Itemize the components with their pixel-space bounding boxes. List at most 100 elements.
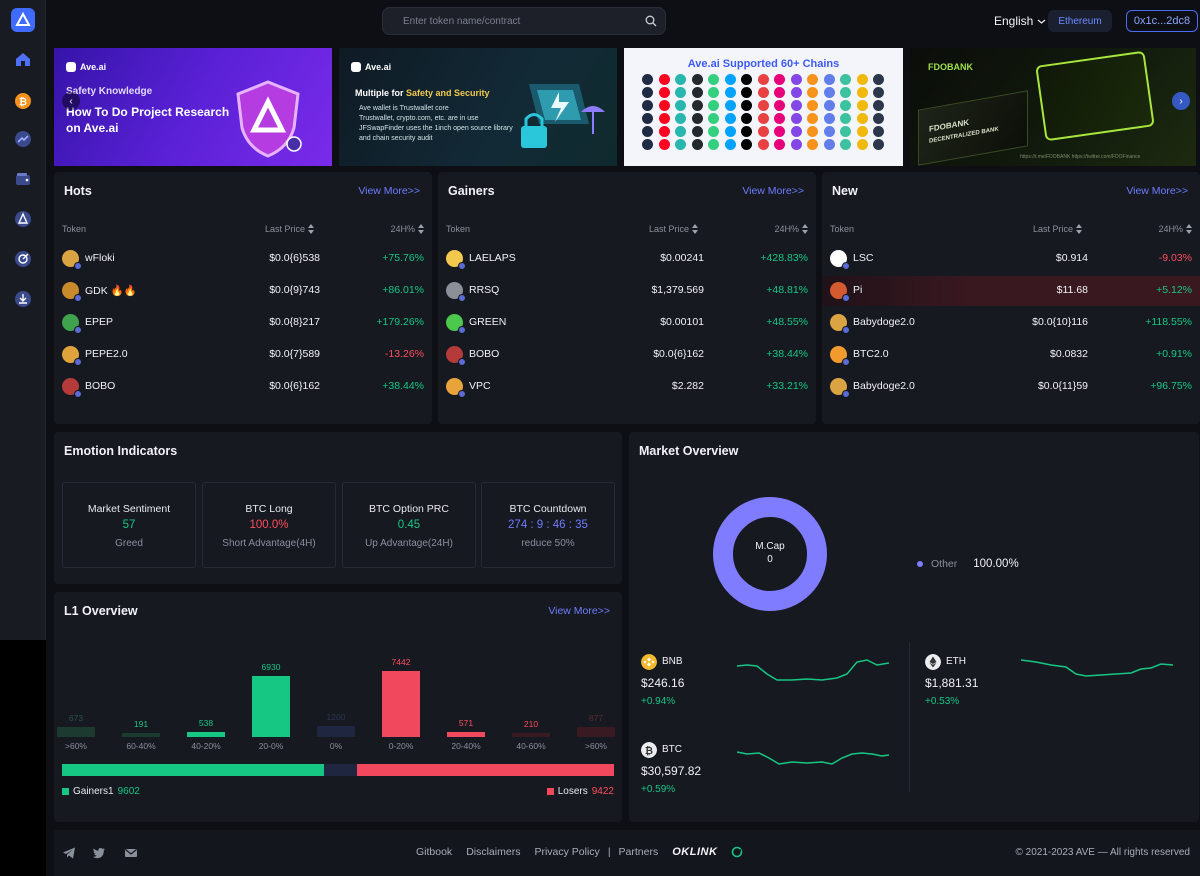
chart-bar[interactable] [382, 671, 420, 737]
coin-eth[interactable]: ETH $1,881.31 +0.53% [925, 654, 1185, 724]
sort-icon [1076, 224, 1082, 234]
bar-value-label: 538 [198, 718, 214, 728]
search-icon[interactable] [645, 15, 657, 27]
banner-supported-chains[interactable]: Ave.ai Supported 60+ Chains [624, 48, 903, 166]
banner-safety-security[interactable]: Ave.ai Multiple for Safety and Security … [339, 48, 617, 166]
market-cap-donut[interactable] [713, 497, 827, 611]
col-last-price[interactable]: Last Price [1033, 224, 1082, 234]
ave-icon[interactable] [12, 208, 34, 230]
gainers-swatch [62, 788, 69, 795]
chain-logo-icon [741, 139, 752, 150]
ave-logo[interactable] [11, 8, 35, 32]
banner-footer-links: https://t.me/FDOBANK https://twitter.com… [1020, 154, 1141, 160]
banner-title: Multiple for Safety and Security [355, 88, 490, 98]
table-row[interactable]: VPC $2.282 +33.21% [438, 372, 816, 402]
banner-fdobank[interactable]: FDOBANK FDOBANK DECENTRALIZED BANK https… [910, 48, 1196, 166]
table-row[interactable]: EPEP $0.0{8}217 +179.26% [54, 308, 432, 338]
chart-bar[interactable] [577, 727, 615, 737]
search-input[interactable] [383, 8, 633, 34]
btc-option-box: BTC Option PRC 0.45 Up Advantage(24H) [342, 482, 476, 568]
banner-project-research[interactable]: Ave.ai Safety Knowledge How To Do Projec… [54, 48, 332, 166]
email-icon[interactable] [124, 846, 138, 860]
chart-bar[interactable] [252, 676, 290, 737]
table-row[interactable]: RRSQ $1,379.569 +48.81% [438, 276, 816, 306]
chain-logo-icon [658, 113, 670, 124]
partners-link[interactable]: Partners [618, 846, 659, 858]
partner-logo-icon[interactable] [731, 846, 743, 858]
download-icon[interactable] [12, 288, 34, 310]
col-24h[interactable]: 24H% [774, 224, 808, 234]
oklink-logo[interactable]: OKLINK [672, 846, 718, 858]
language-selector[interactable]: English [994, 14, 1046, 28]
coin-change: +0.94% [641, 696, 676, 707]
table-row[interactable]: GREEN $0.00101 +48.55% [438, 308, 816, 338]
col-last-price[interactable]: Last Price [265, 224, 314, 234]
bar-category-label: 60-40% [126, 741, 156, 751]
carousel-prev-button[interactable]: ‹ [62, 92, 80, 110]
table-row[interactable]: Pi $11.68 +5.12% [822, 276, 1200, 306]
table-row[interactable]: wFloki $0.0{6}538 +75.76% [54, 244, 432, 274]
coin-name: BTC [662, 744, 682, 755]
disclaimers-link[interactable]: Disclaimers [466, 846, 521, 858]
chart-bar[interactable] [512, 733, 550, 737]
chain-logo-icon [741, 113, 752, 124]
chain-logo-icon [691, 100, 703, 111]
carousel-next-button[interactable]: › [1172, 92, 1190, 110]
table-row[interactable]: LAELAPS $0.00241 +428.83% [438, 244, 816, 274]
view-more-link[interactable]: View More>> [548, 605, 610, 617]
token-price: $0.00241 [660, 252, 704, 264]
chain-logo-icon [807, 74, 818, 85]
banner-body: Ave wallet is Trustwallet core Trustwall… [359, 104, 519, 144]
trend-icon[interactable] [12, 128, 34, 150]
col-24h[interactable]: 24H% [390, 224, 424, 234]
chain-logo-icon [823, 113, 835, 124]
token-icon [62, 250, 82, 270]
privacy-policy-link[interactable]: Privacy Policy [534, 846, 600, 858]
coin-name: ETH [946, 656, 966, 667]
table-row[interactable]: LSC $0.914 -9.03% [822, 244, 1200, 274]
chart-bar[interactable] [317, 726, 355, 737]
view-more-link[interactable]: View More>> [742, 185, 804, 197]
gitbook-link[interactable]: Gitbook [416, 846, 453, 858]
table-row[interactable]: BOBO $0.0{6}162 +38.44% [438, 340, 816, 370]
table-row[interactable]: BTC2.0 $0.0832 +0.91% [822, 340, 1200, 370]
chain-logo-icon [724, 126, 736, 137]
view-more-link[interactable]: View More>> [358, 185, 420, 197]
chart-bar[interactable] [187, 732, 225, 737]
bar-category-label: 0-20% [388, 741, 414, 751]
target-icon[interactable] [12, 248, 34, 270]
card-text: FDOBANK [929, 117, 969, 134]
table-row[interactable]: PEPE2.0 $0.0{7}589 -13.26% [54, 340, 432, 370]
home-icon[interactable] [12, 48, 34, 70]
twitter-icon[interactable] [92, 846, 106, 860]
chain-logo-icon [823, 87, 835, 98]
chart-bar[interactable] [57, 727, 95, 737]
col-24h[interactable]: 24H% [1158, 224, 1192, 234]
ave-logo-icon [351, 62, 361, 72]
token-name: GREEN [469, 316, 507, 328]
chain-selector-button[interactable]: Ethereum [1048, 10, 1112, 32]
chain-logo-icon [757, 100, 769, 111]
wallet-icon[interactable] [12, 168, 34, 190]
coin-btc[interactable]: ₿ BTC $30,597.82 +0.59% [641, 742, 901, 812]
wallet-address-button[interactable]: 0x1c...2dc8 [1126, 10, 1198, 32]
table-row[interactable]: Babydoge2.0 $0.0{11}59 +96.75% [822, 372, 1200, 402]
table-header: Token Last Price 24H% [446, 224, 808, 238]
table-row[interactable]: GDK 🔥🔥 $0.0{9}743 +86.01% [54, 276, 432, 306]
chart-bar[interactable] [122, 733, 160, 737]
telegram-icon[interactable] [62, 846, 76, 860]
neutral-segment [324, 764, 357, 776]
coin-bnb[interactable]: BNB $246.16 +0.94% [641, 654, 901, 724]
view-more-link[interactable]: View More>> [1126, 185, 1188, 197]
token-name: LAELAPS [469, 252, 516, 264]
table-row[interactable]: BOBO $0.0{6}162 +38.44% [54, 372, 432, 402]
col-last-price[interactable]: Last Price [649, 224, 698, 234]
divider [909, 642, 910, 792]
bitcoin-icon[interactable]: ₿ [12, 90, 34, 112]
table-row[interactable]: Babydoge2.0 $0.0{10}116 +118.55% [822, 308, 1200, 338]
token-change: +48.81% [766, 284, 808, 296]
chain-logo-icon [642, 87, 653, 98]
banner-logo: Ave.ai [66, 62, 106, 72]
eth-icon [925, 654, 941, 670]
chart-bar[interactable] [447, 732, 485, 737]
